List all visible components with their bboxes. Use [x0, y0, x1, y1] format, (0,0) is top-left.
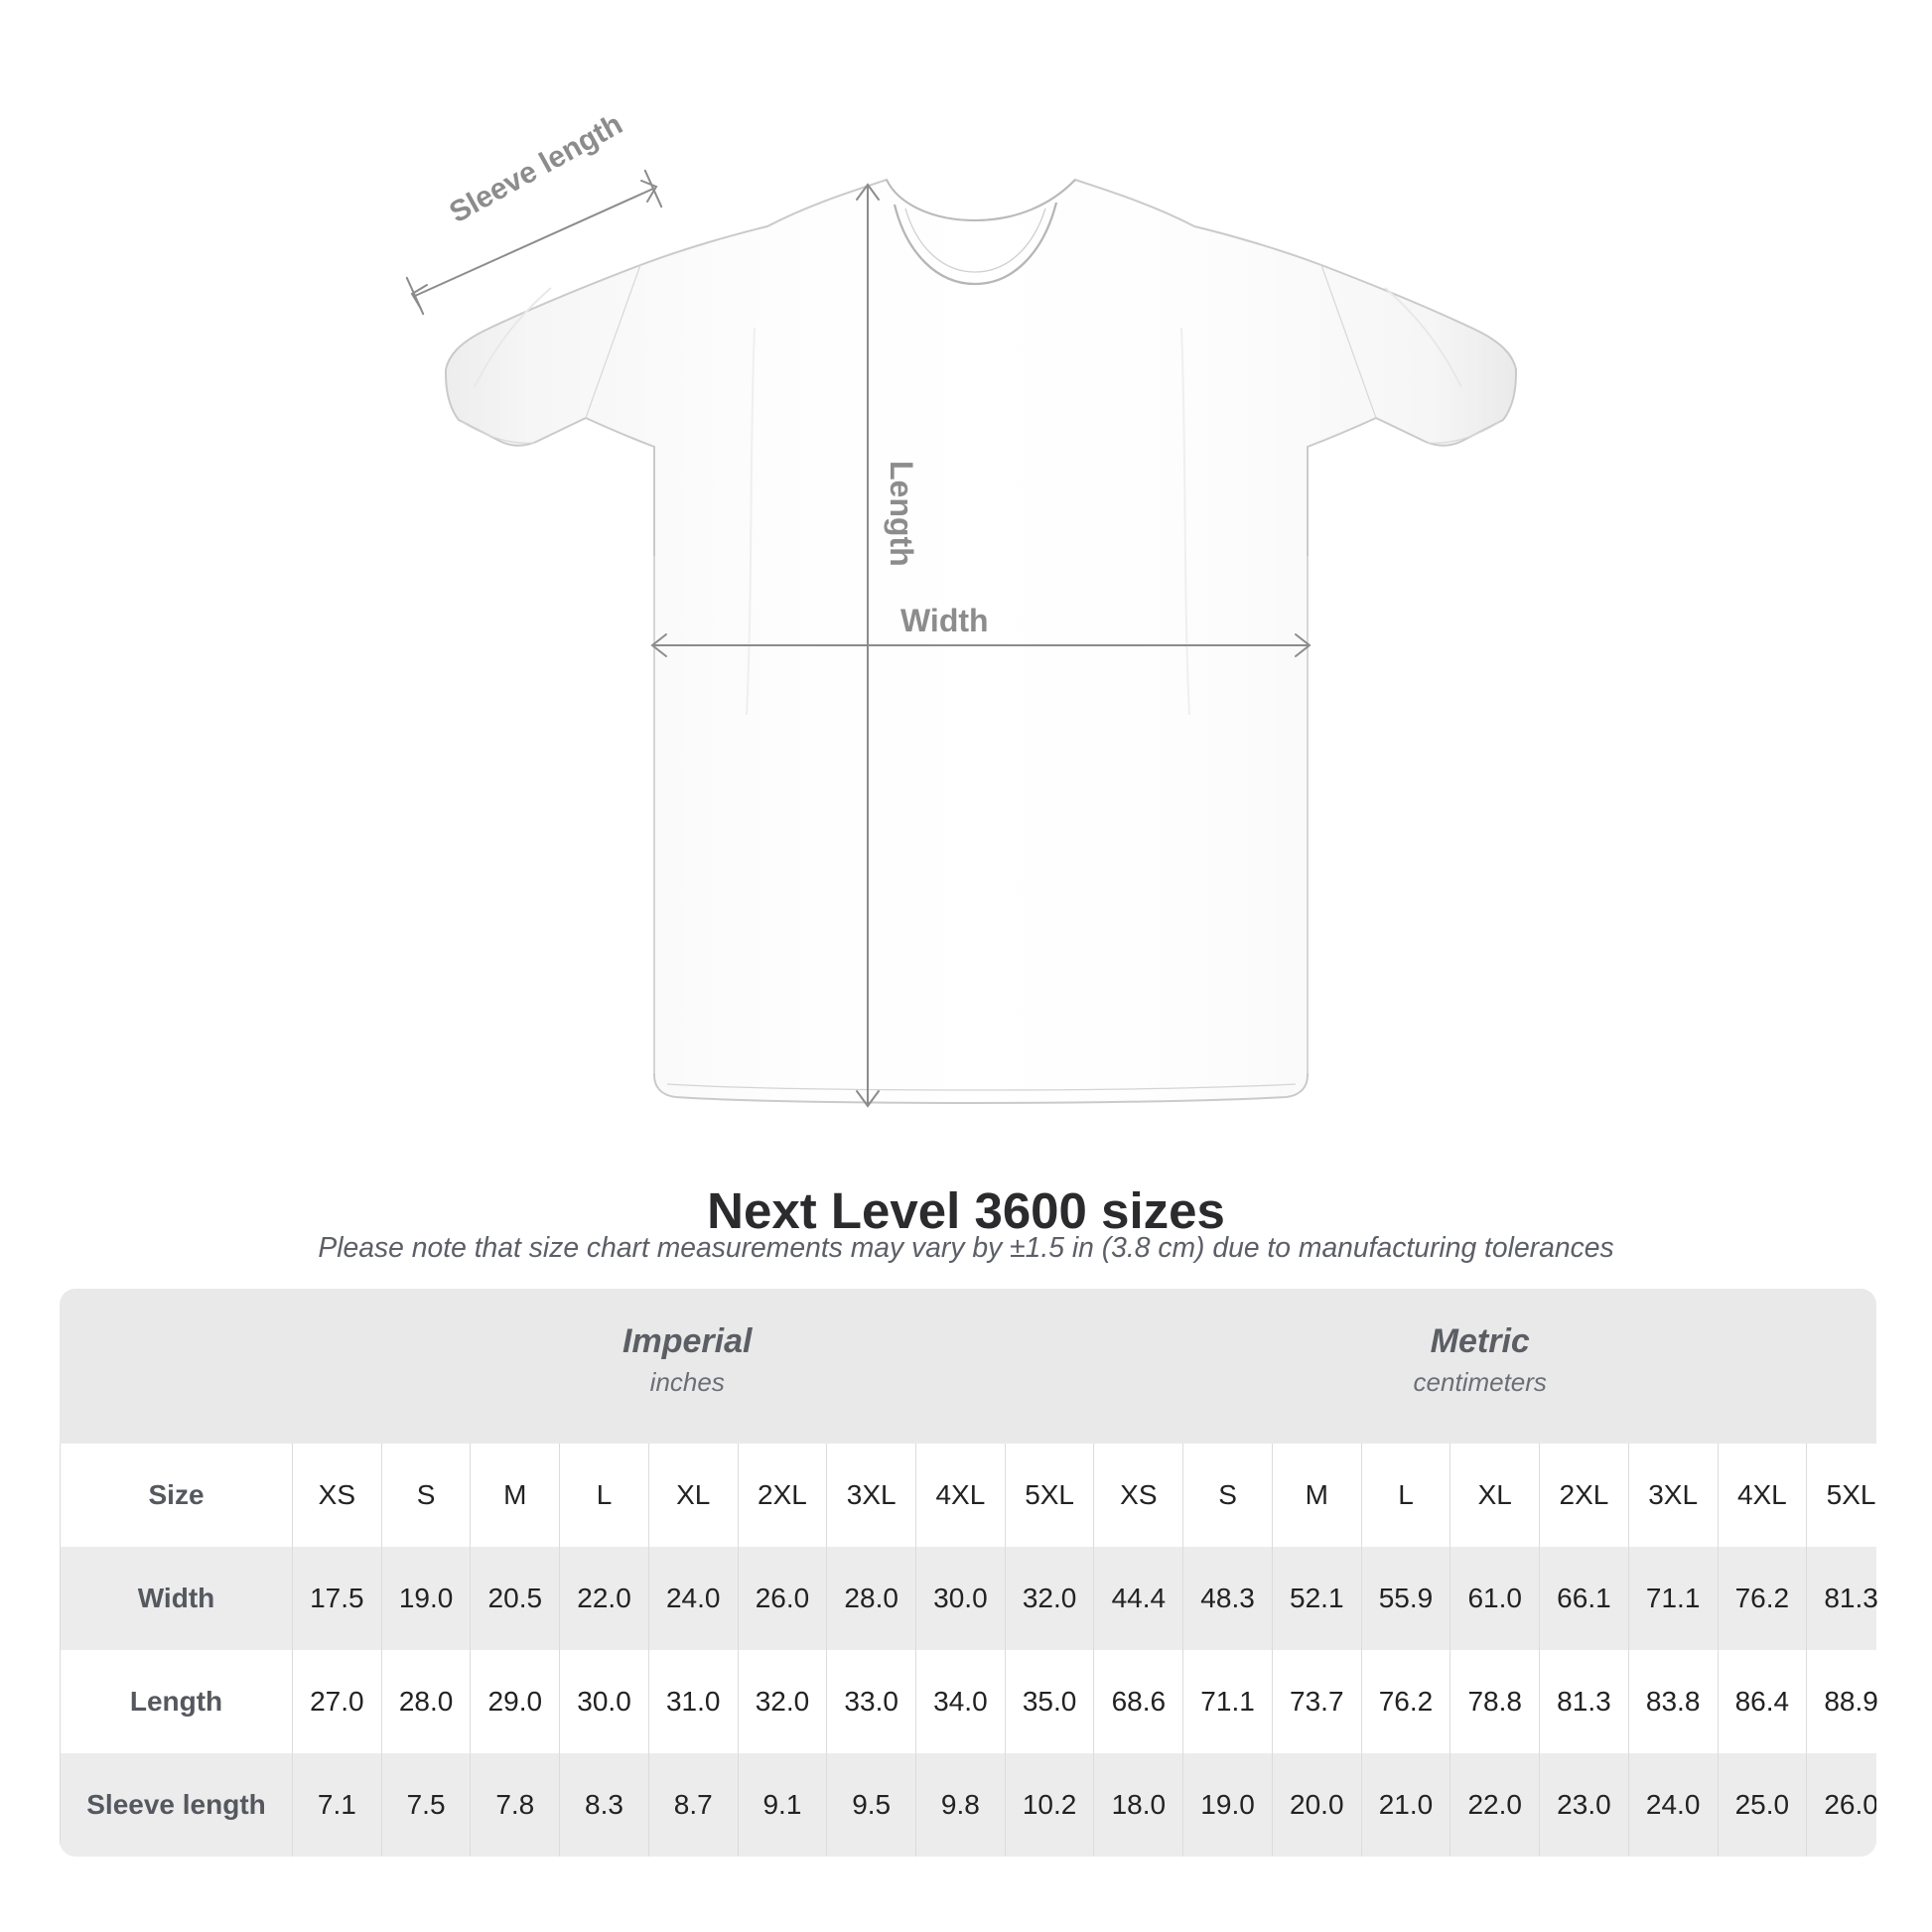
svg-text:Length: Length [884, 461, 919, 567]
svg-text:Width: Width [900, 603, 989, 638]
svg-text:Sleeve length: Sleeve length [444, 107, 627, 229]
